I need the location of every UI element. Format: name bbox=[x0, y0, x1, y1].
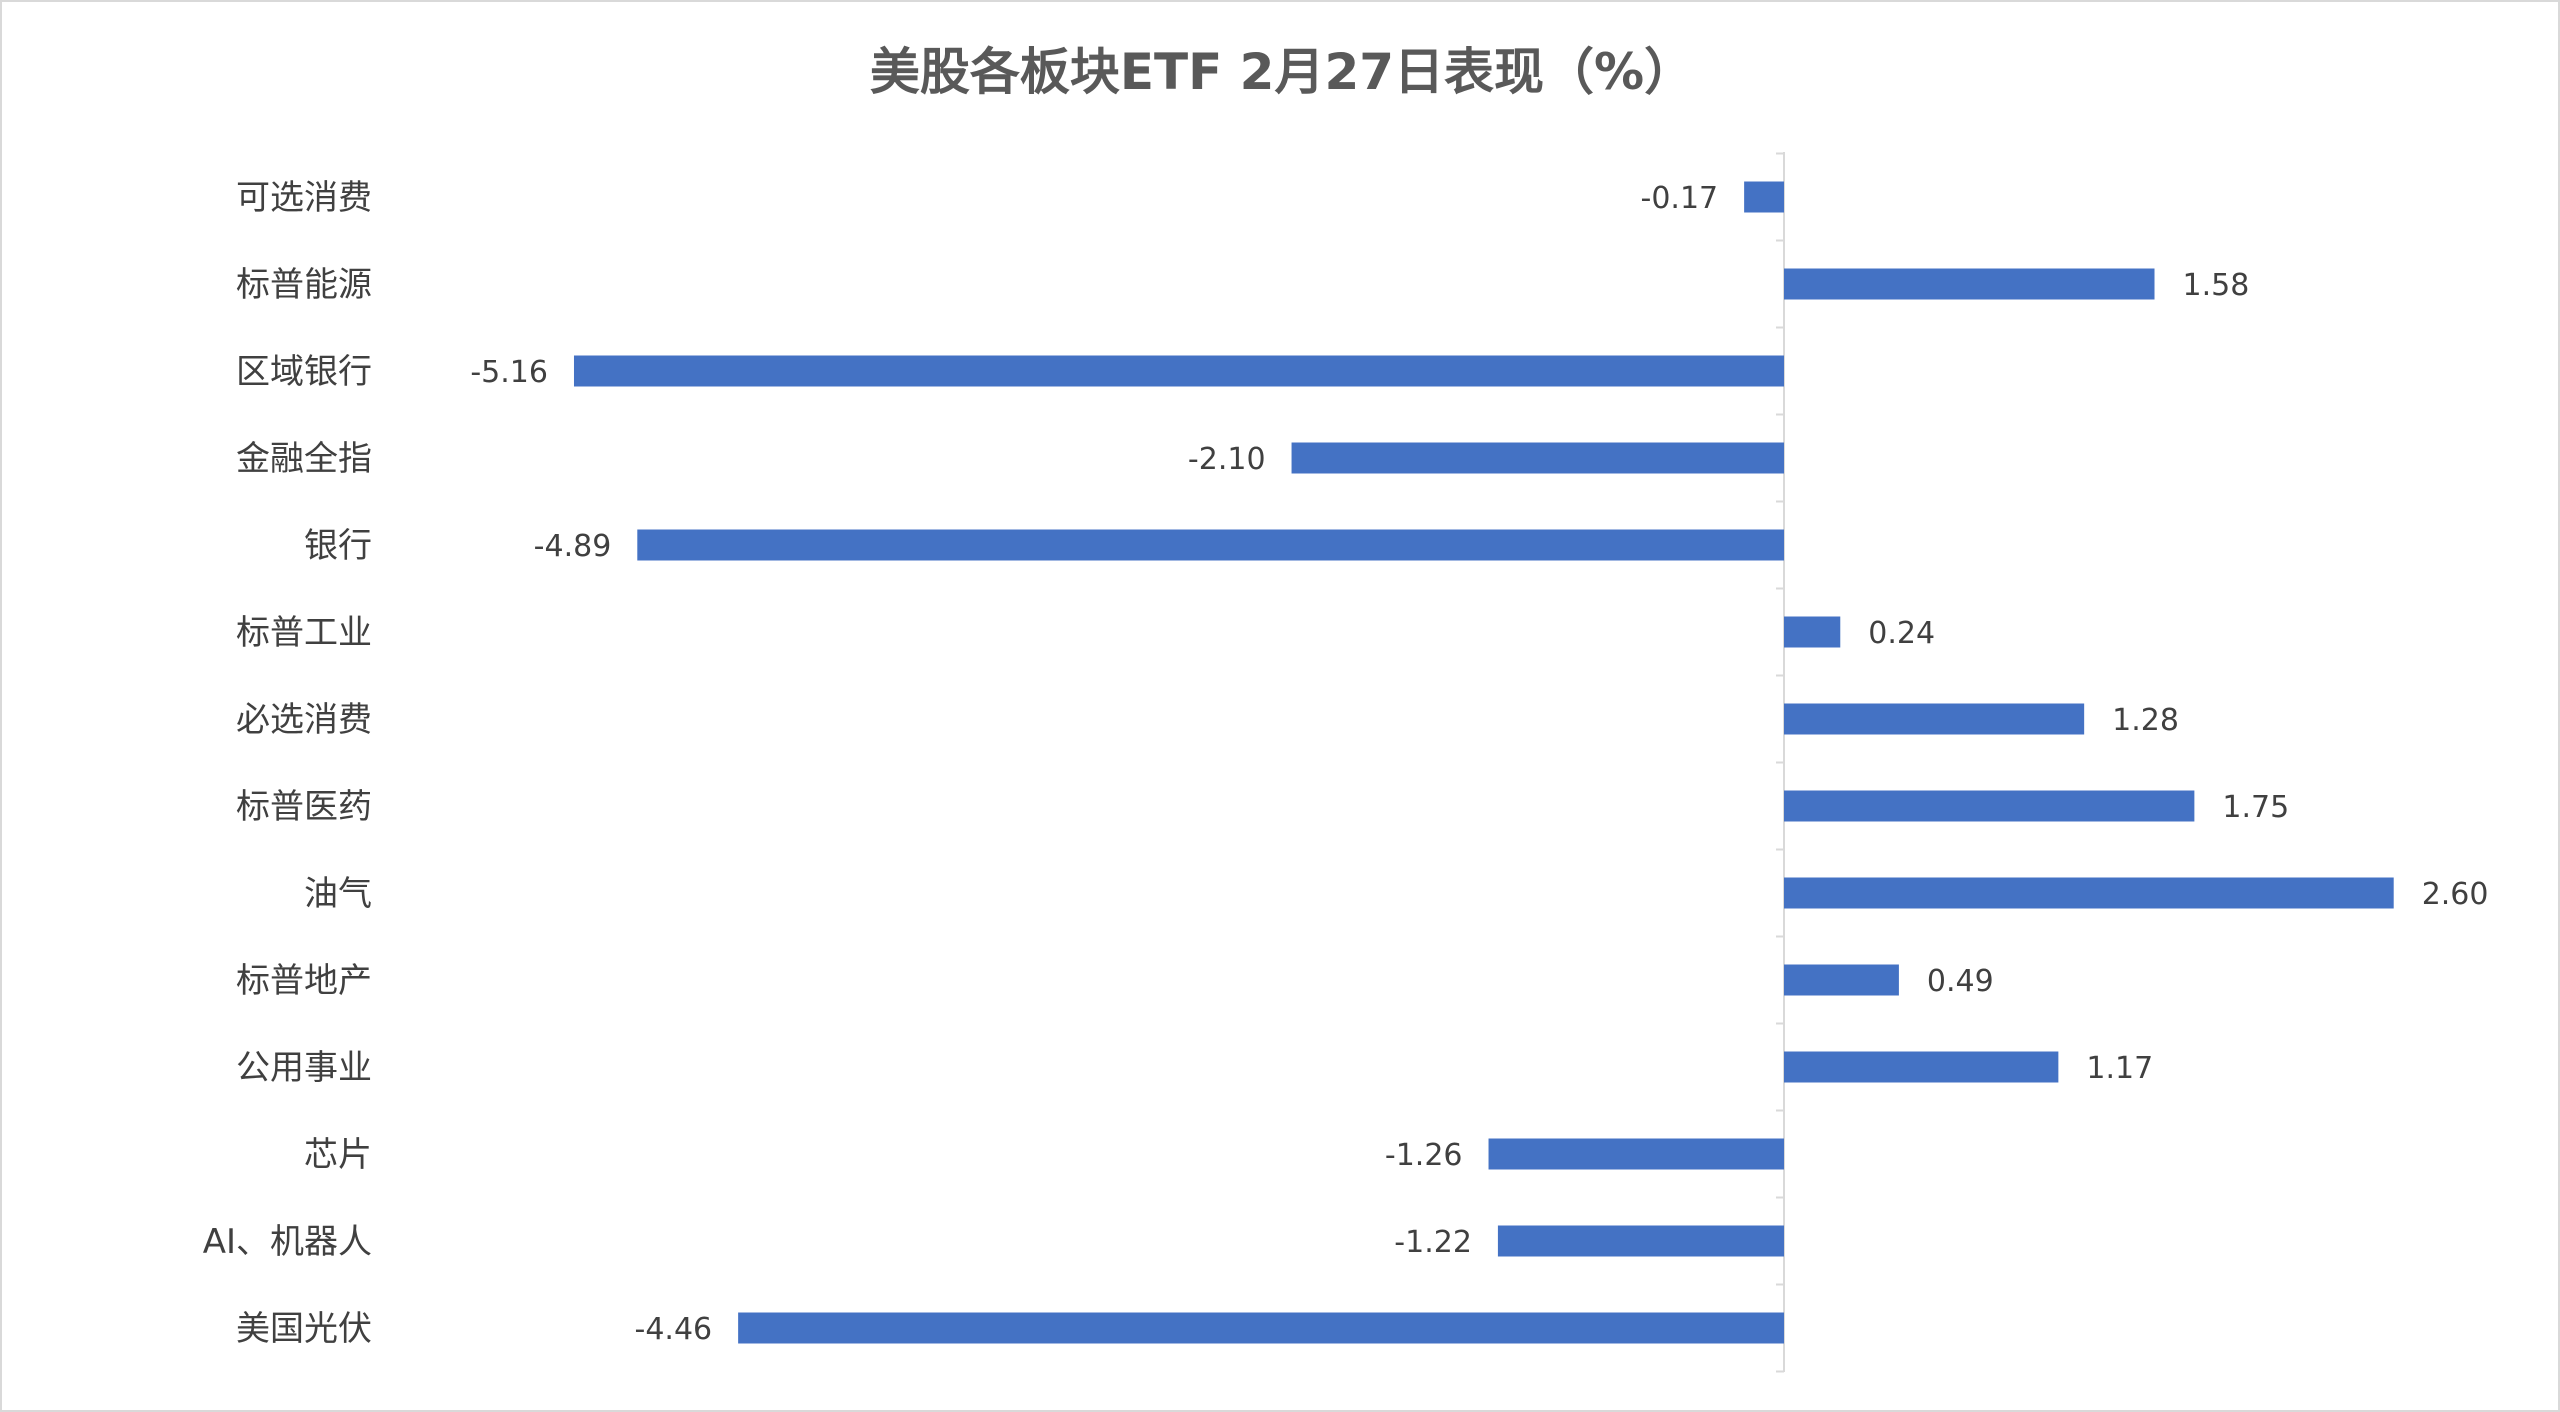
category-label: 美国光伏 bbox=[236, 1309, 372, 1349]
bar bbox=[1784, 877, 2394, 909]
bar bbox=[1784, 964, 1899, 996]
data-label: 1.28 bbox=[2112, 703, 2179, 738]
category-label: 公用事业 bbox=[236, 1048, 372, 1088]
bar bbox=[1784, 1051, 2059, 1083]
bar bbox=[738, 1312, 1784, 1344]
data-label: 0.49 bbox=[1927, 964, 1994, 999]
category-label: 标普地产 bbox=[236, 961, 372, 1001]
data-label: 1.75 bbox=[2222, 790, 2289, 825]
data-label: 2.60 bbox=[2422, 877, 2489, 912]
chart-title: 美股各板块ETF 2月27日表现（%） bbox=[869, 43, 1695, 101]
category-label: 可选消费 bbox=[236, 178, 372, 218]
data-label: 1.17 bbox=[2086, 1051, 2153, 1086]
bar bbox=[1784, 268, 2155, 300]
data-label: 1.58 bbox=[2183, 268, 2250, 303]
category-label: 区域银行 bbox=[236, 352, 372, 392]
data-label: -0.17 bbox=[1641, 181, 1719, 216]
category-label: 标普医药 bbox=[236, 787, 372, 827]
bar bbox=[1784, 703, 2085, 735]
bar bbox=[1744, 181, 1784, 213]
data-label: -5.16 bbox=[470, 355, 548, 390]
category-label: 芯片 bbox=[304, 1135, 372, 1175]
category-label: 标普工业 bbox=[236, 613, 372, 653]
category-label: 银行 bbox=[304, 526, 372, 566]
data-label: -1.22 bbox=[1394, 1225, 1472, 1260]
data-label: -4.89 bbox=[534, 529, 612, 564]
data-label: -4.46 bbox=[635, 1312, 713, 1347]
category-label: 必选消费 bbox=[236, 700, 372, 740]
bar bbox=[1784, 790, 2195, 822]
bar bbox=[1497, 1225, 1784, 1257]
bar bbox=[1784, 616, 1841, 648]
bar bbox=[1488, 1138, 1784, 1170]
category-label: 油气 bbox=[304, 874, 372, 914]
category-label: 标普能源 bbox=[236, 265, 372, 305]
category-label: AI、机器人 bbox=[203, 1222, 372, 1262]
data-label: 0.24 bbox=[1868, 616, 1935, 651]
data-label: -1.26 bbox=[1385, 1138, 1463, 1173]
category-label: 金融全指 bbox=[236, 439, 372, 479]
bar bbox=[573, 355, 1784, 387]
bar bbox=[637, 529, 1785, 561]
bar bbox=[1291, 442, 1784, 474]
data-label: -2.10 bbox=[1188, 442, 1266, 477]
